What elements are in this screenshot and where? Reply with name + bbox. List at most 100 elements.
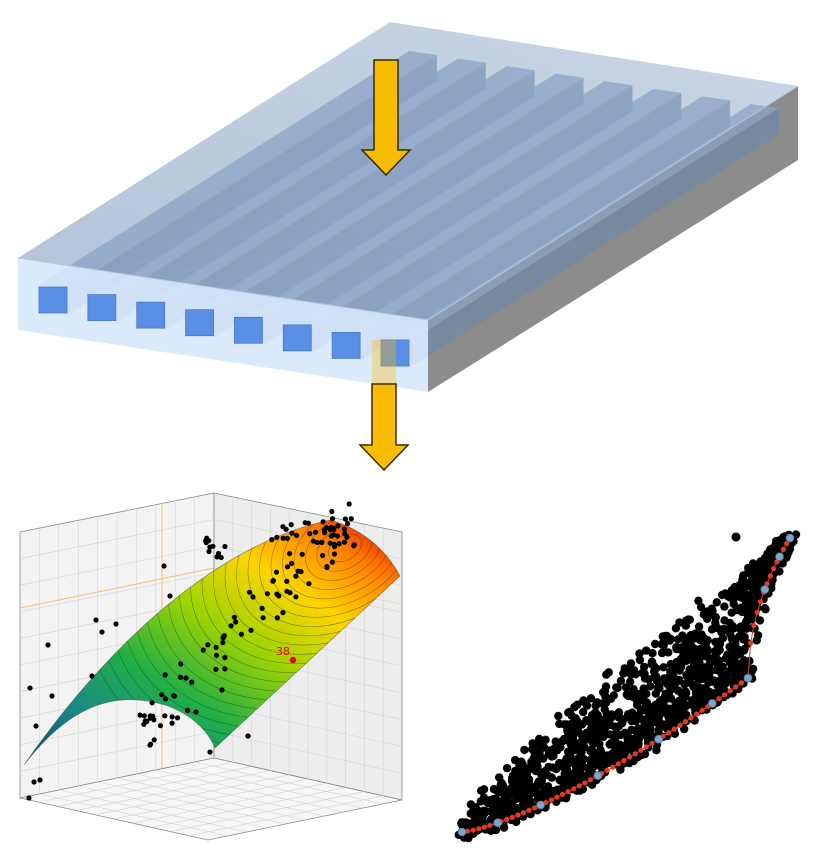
scatter-point xyxy=(509,802,518,811)
scatter-point xyxy=(570,702,579,712)
scatter-point xyxy=(274,615,280,621)
scatter-point xyxy=(560,720,569,729)
front-point xyxy=(638,747,644,753)
pareto-scatter-plot xyxy=(454,530,801,843)
scatter-point xyxy=(629,714,638,723)
channel-end xyxy=(87,294,117,321)
inflow-arrow xyxy=(360,59,412,177)
scatter-point xyxy=(619,669,628,678)
scatter-point xyxy=(169,720,175,726)
scatter-point xyxy=(622,690,631,699)
hull-point xyxy=(785,533,795,543)
scatter-point xyxy=(144,718,150,725)
front-point xyxy=(716,696,722,702)
scatter-point xyxy=(564,708,573,717)
hull-point xyxy=(536,800,545,810)
scatter-point xyxy=(287,590,293,596)
scatter-point xyxy=(346,501,352,507)
channel-plate-diagram xyxy=(17,22,799,472)
scatter-point xyxy=(564,750,574,759)
scatter-point xyxy=(324,564,330,571)
scatter-point xyxy=(674,707,683,716)
scatter-point xyxy=(646,717,656,726)
front-point xyxy=(748,640,754,646)
scatter-point xyxy=(93,617,99,623)
scatter-point xyxy=(650,671,659,680)
scatter-point xyxy=(162,696,169,702)
scatter-point xyxy=(334,533,341,539)
scatter-point xyxy=(603,754,612,763)
scatter-point xyxy=(713,624,722,633)
channel-bar xyxy=(185,73,584,312)
surface-plot: 38 xyxy=(19,492,403,841)
scatter-point xyxy=(652,746,661,755)
scatter-point xyxy=(553,746,562,755)
scatter-point xyxy=(162,672,168,678)
scatter-point xyxy=(185,707,191,714)
channel-bar xyxy=(39,51,437,289)
scatter-point xyxy=(664,720,673,730)
scatter-point xyxy=(661,631,670,641)
scatter-point xyxy=(512,817,521,827)
scatter-point xyxy=(481,807,491,816)
scatter-point xyxy=(679,642,688,651)
channel-end xyxy=(234,316,263,344)
scatter-point xyxy=(531,784,540,793)
scatter-point xyxy=(655,684,664,693)
scatter-point xyxy=(612,683,621,692)
front-point xyxy=(677,722,683,729)
scatter-point xyxy=(344,534,350,540)
scatter-point xyxy=(686,631,695,640)
channel-end xyxy=(136,301,166,329)
scatter-point xyxy=(147,713,153,719)
front-point xyxy=(604,767,610,773)
surface-scatter-points xyxy=(26,501,357,801)
scatter-point xyxy=(622,683,631,692)
scatter-point xyxy=(220,635,226,641)
scatter-point xyxy=(541,735,550,744)
channel-bar xyxy=(136,66,535,305)
scatter-point xyxy=(310,538,316,544)
scatter-point xyxy=(715,638,724,648)
scatter-point xyxy=(547,773,556,782)
scatter-point xyxy=(331,532,337,538)
scatter-point xyxy=(259,605,265,612)
front-point xyxy=(666,730,672,736)
scatter-point xyxy=(471,803,480,812)
scatter-point xyxy=(659,663,668,672)
front-point xyxy=(515,812,521,818)
scatter-point xyxy=(666,660,675,669)
scatter-point xyxy=(167,593,173,599)
scatter-point xyxy=(295,568,301,574)
scatter-point xyxy=(776,536,785,545)
scatter-point xyxy=(302,520,308,526)
scatter-point xyxy=(284,578,290,584)
scatter-point xyxy=(497,784,507,793)
surface-mesh xyxy=(23,519,401,766)
front-point xyxy=(476,826,482,832)
front-point xyxy=(682,719,689,725)
scatter-point xyxy=(609,691,618,700)
scatter-point xyxy=(639,705,648,715)
scatter-point xyxy=(631,670,640,679)
scatter-point xyxy=(557,785,566,794)
scatter-point xyxy=(341,526,347,532)
scatter-point xyxy=(606,711,615,721)
hull-point xyxy=(775,552,784,562)
scatter-point xyxy=(312,529,319,535)
front-point xyxy=(504,816,510,823)
scatter-point xyxy=(626,659,636,668)
scatter-point xyxy=(689,682,698,692)
front-point xyxy=(615,761,622,767)
scatter-point xyxy=(579,762,588,772)
scatter-point xyxy=(732,651,742,660)
scatter-point xyxy=(245,733,251,739)
channel-bar xyxy=(381,104,779,342)
scatter-point xyxy=(222,666,228,672)
scatter-point xyxy=(193,709,199,715)
scatter-point xyxy=(675,666,684,675)
scatter-point xyxy=(605,740,614,749)
front-point xyxy=(520,810,527,816)
front-point xyxy=(694,711,700,717)
